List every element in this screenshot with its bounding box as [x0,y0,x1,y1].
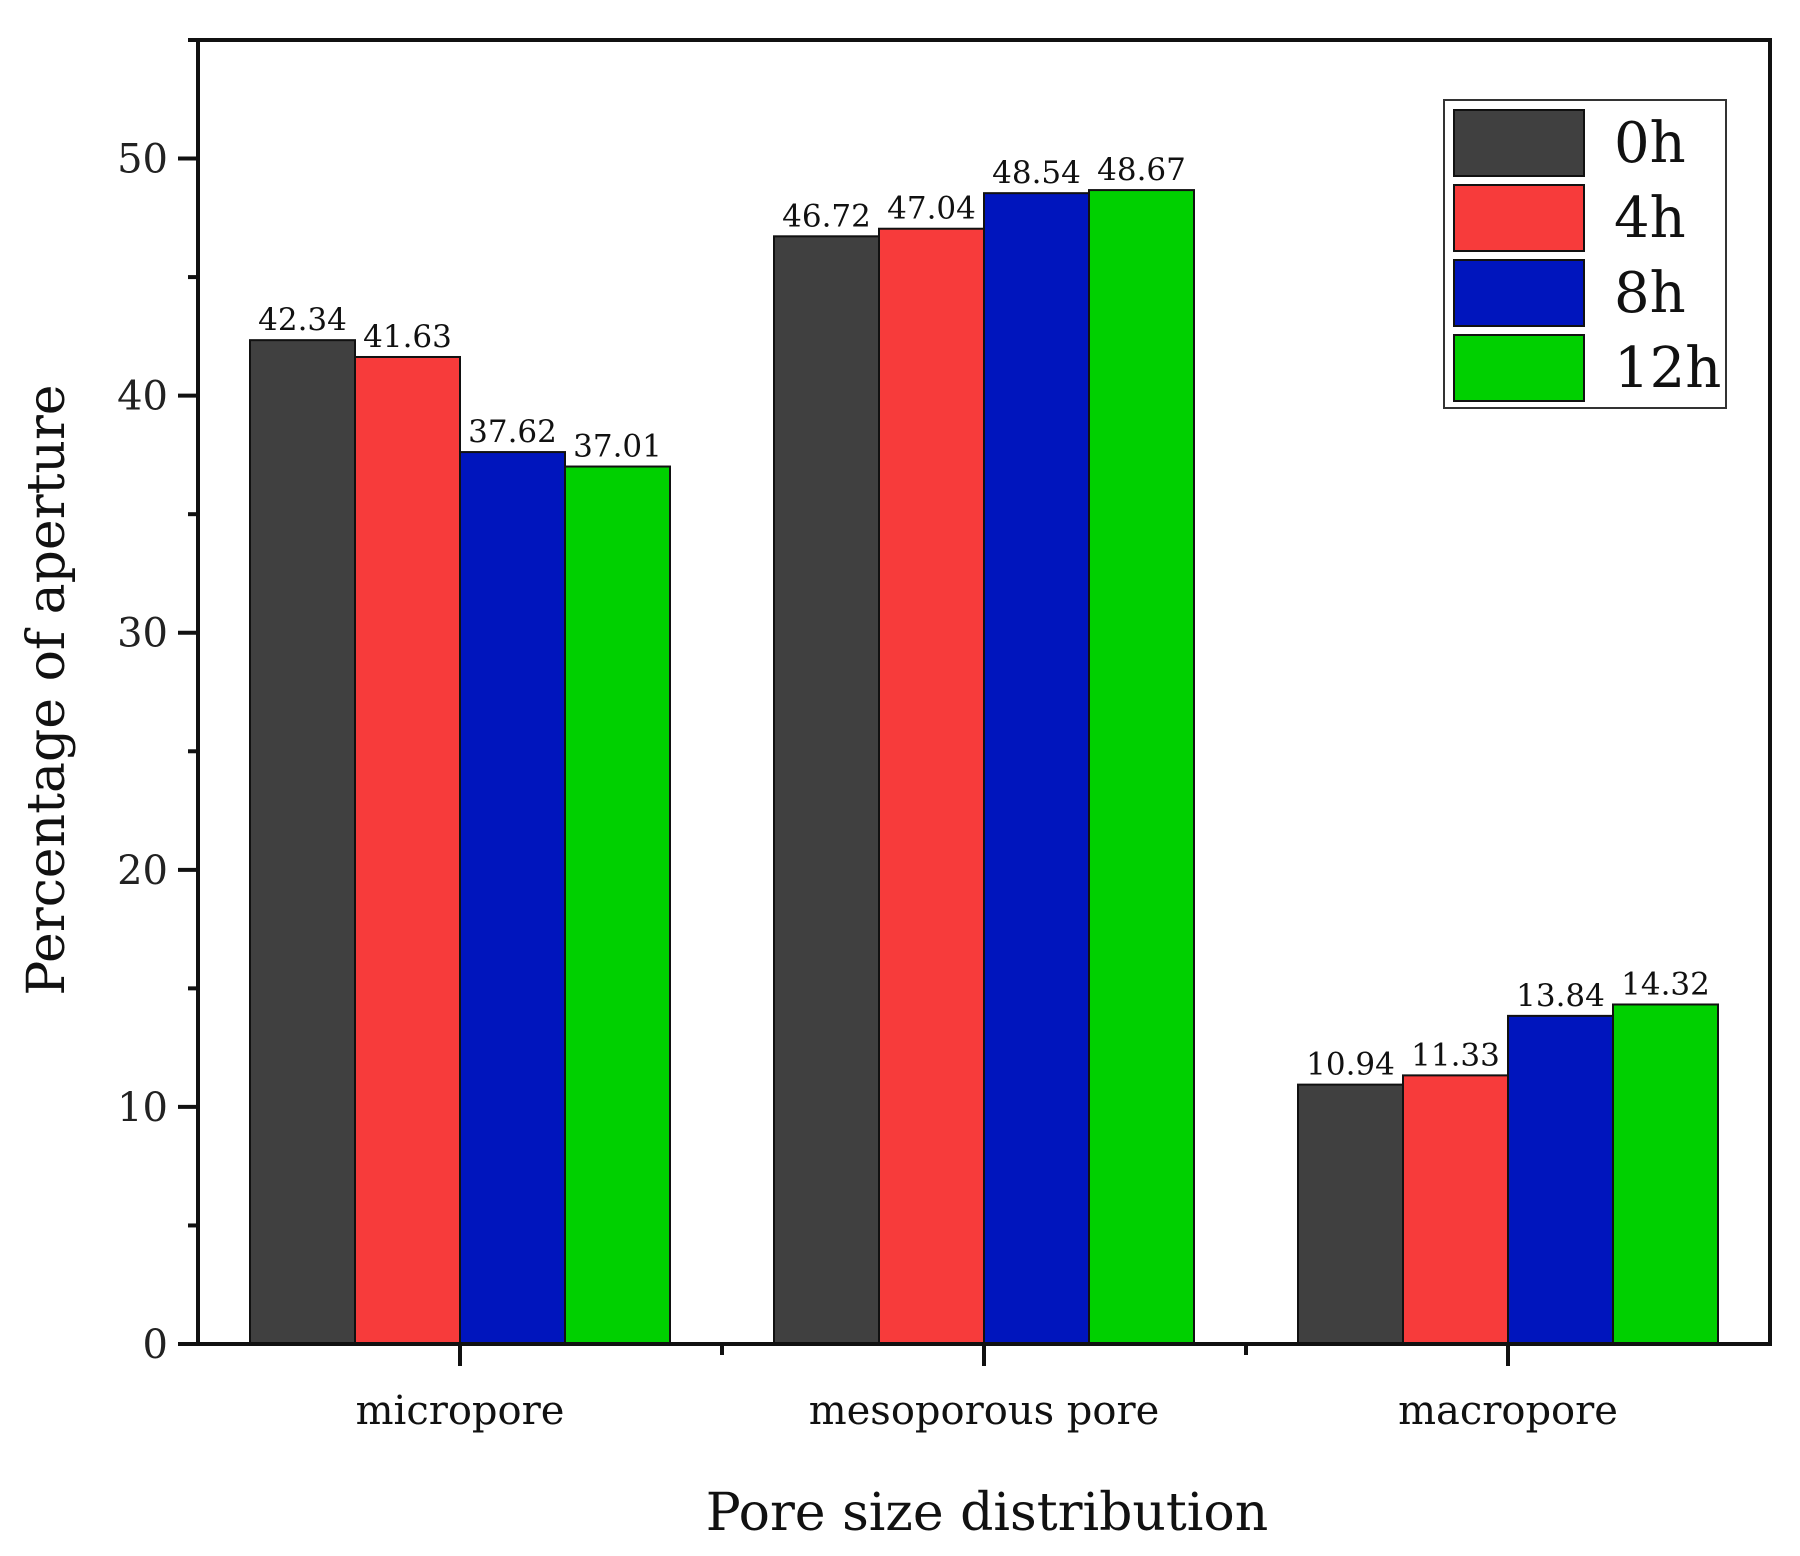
data-label: 48.54 [992,155,1081,191]
data-label: 48.67 [1097,152,1186,188]
y-axis-title: Percentage of aperture [17,384,77,995]
x-tick-label: micropore [356,1388,565,1434]
bar-8h-mesoporous-pore [983,192,1090,1345]
bar-12h-mesoporous-pore [1088,189,1195,1346]
legend-label-0h: 0h [1614,111,1686,176]
legend: 0h 4h 8h 12h [1443,99,1727,409]
x-tick-label: macropore [1398,1388,1618,1434]
bar-12h-macropore [1612,1003,1719,1346]
legend-swatch-8h [1453,259,1585,327]
x-axis-title: Pore size distribution [706,1483,1268,1543]
data-label: 13.84 [1516,978,1605,1014]
bars-group [249,189,1719,1346]
legend-swatch-0h [1453,109,1585,177]
bar-0h-mesoporous-pore [773,235,880,1345]
legend-label-8h: 8h [1614,261,1686,326]
bar-12h-micropore [564,465,671,1345]
data-label: 10.94 [1306,1047,1395,1083]
axes-group: 0 10 20 30 40 50 micropore mesoporous pore macro… [117,38,1772,1434]
y-tick-label: 40 [117,374,168,420]
bar-4h-micropore [354,355,461,1345]
legend-swatch-12h [1453,334,1585,402]
bar-0h-macropore [1297,1083,1404,1345]
data-label: 41.63 [363,319,452,355]
data-label: 37.62 [468,414,557,450]
y-tick-label: 10 [117,1085,168,1131]
bar-8h-micropore [459,451,566,1345]
data-label: 42.34 [258,302,347,338]
data-label: 47.04 [887,191,976,227]
y-tick-label: 0 [143,1322,168,1368]
legend-swatch-4h [1453,184,1585,252]
legend-label-12h: 12h [1614,336,1721,401]
data-label: 37.01 [573,429,662,465]
bar-4h-macropore [1402,1074,1509,1345]
y-tick-label: 30 [117,611,168,657]
bar-4h-mesoporous-pore [878,227,985,1345]
data-label: 11.33 [1411,1037,1500,1073]
legend-label-4h: 4h [1614,186,1686,251]
data-label: 14.32 [1621,966,1710,1002]
x-tick-label: mesoporous pore [809,1388,1160,1434]
data-labels-group: 42.34 41.63 37.62 37.01 46.72 47.04 48.54 48.67… [258,152,1710,1083]
bar-8h-macropore [1507,1014,1614,1346]
y-tick-label: 50 [117,137,168,183]
data-label: 46.72 [782,198,871,234]
y-tick-label: 20 [117,848,168,894]
bar-0h-micropore [249,339,356,1345]
